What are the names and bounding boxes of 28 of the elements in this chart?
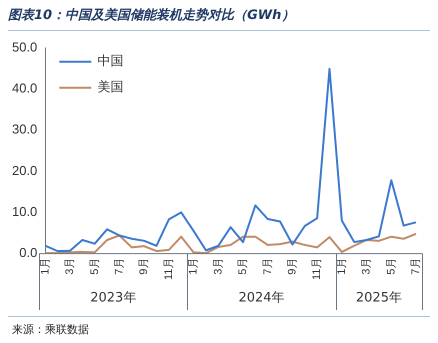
x-tick-label: 9月	[286, 258, 298, 275]
legend-label: 美国	[97, 79, 124, 96]
chart-title: 图表10：中国及美国储能装机走势对比（GWh）	[8, 6, 294, 24]
y-tick-label: 20.0	[12, 162, 38, 178]
y-tick-label: 50.0	[12, 39, 38, 54]
text: 2025年	[356, 290, 402, 306]
x-tick-label: 11月	[311, 258, 324, 280]
x-tick-label: 3月	[212, 258, 224, 275]
text: 2024年	[238, 290, 285, 306]
x-tick-label: 5月	[88, 258, 101, 275]
x-tick-label: 11月	[162, 258, 175, 280]
text: 2023年	[90, 290, 136, 306]
y-tick-label: 10.0	[12, 204, 38, 220]
x-tick-label: 7月	[262, 258, 274, 275]
y-tick-label: 40.0	[12, 80, 38, 96]
y-tick-label: 30.0	[12, 122, 38, 137]
x-tick-label: 7月	[113, 258, 126, 275]
source-note: 来源：乘联数据	[12, 322, 89, 337]
x-tick-label: 1月	[39, 258, 52, 275]
x-tick-label: 7月	[410, 258, 422, 275]
y-tick-label: 0.0	[19, 245, 38, 260]
x-tick-label: 3月	[64, 258, 76, 275]
legend-label: 中国	[97, 54, 124, 70]
x-tick-label: 1月	[188, 258, 200, 275]
x-tick-label: 5月	[237, 258, 250, 275]
x-tick-label: 5月	[385, 258, 398, 275]
x-tick-label: 9月	[138, 258, 150, 275]
x-tick-label: 3月	[360, 258, 373, 275]
